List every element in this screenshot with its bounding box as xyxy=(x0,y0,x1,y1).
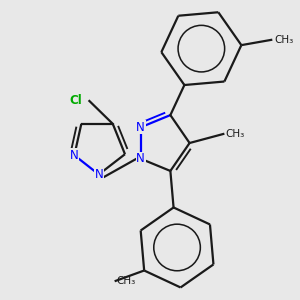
Text: N: N xyxy=(136,121,145,134)
Text: Cl: Cl xyxy=(70,94,83,107)
Text: N: N xyxy=(94,168,103,181)
Text: CH₃: CH₃ xyxy=(274,35,293,45)
Text: CH₃: CH₃ xyxy=(225,129,244,139)
Text: N: N xyxy=(70,149,79,162)
Text: N: N xyxy=(136,152,145,165)
Text: CH₃: CH₃ xyxy=(116,276,136,286)
